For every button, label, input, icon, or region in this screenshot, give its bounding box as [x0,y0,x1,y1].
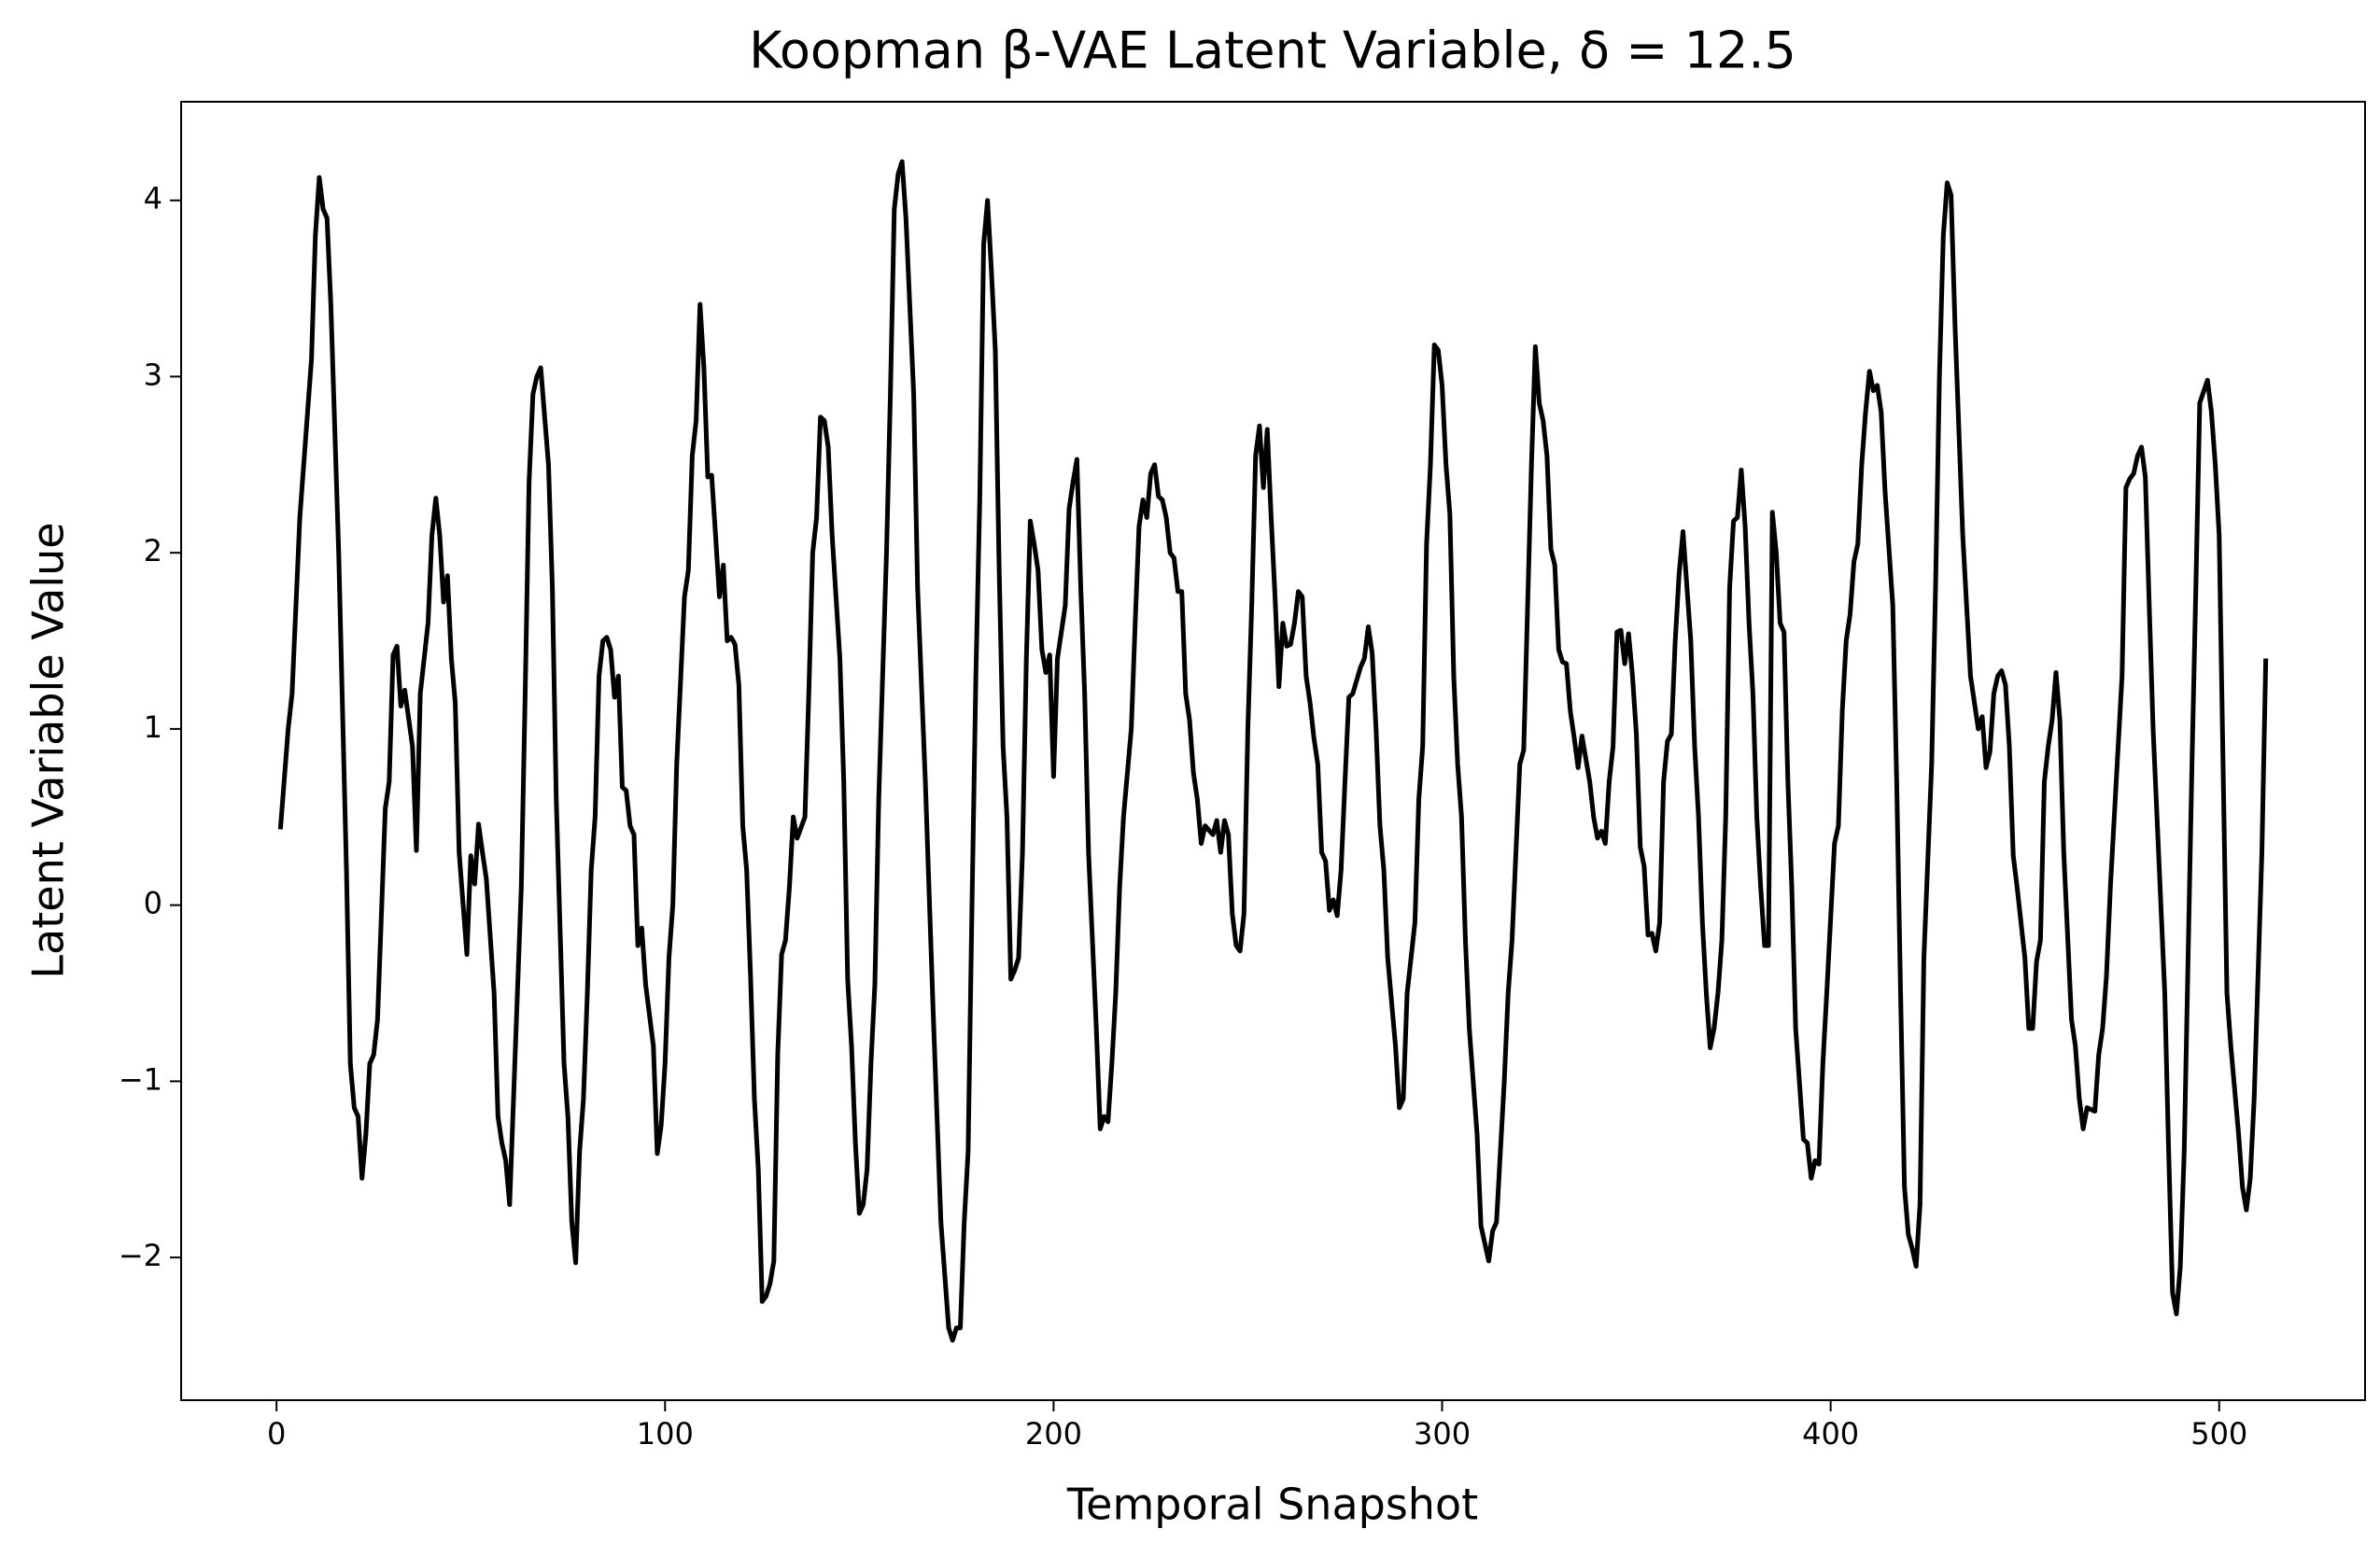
x-tick-label: 200 [1025,1416,1082,1452]
x-tick-label: 100 [637,1416,694,1452]
y-tick-label: 2 [144,533,162,568]
data-line [277,159,2269,1343]
x-axis-label: Temporal Snapshot [1066,1480,1478,1530]
y-tick-label: 1 [144,709,162,745]
x-tick-label: 400 [1802,1416,1859,1452]
y-tick-label: 3 [144,357,162,392]
y-tick-label: 4 [144,181,162,217]
y-tick-label: 0 [144,886,162,921]
chart-title: Koopman β-VAE Latent Variable, δ = 12.5 [749,21,1796,80]
y-tick-label: −2 [119,1238,162,1273]
y-tick-label: −1 [119,1061,162,1097]
x-tick-label: 300 [1414,1416,1471,1452]
plot-frame [180,101,2366,1401]
x-tick-label: 0 [267,1416,286,1452]
y-axis-label: Latent Variable Value [23,522,74,978]
x-tick-label: 500 [2190,1416,2247,1452]
